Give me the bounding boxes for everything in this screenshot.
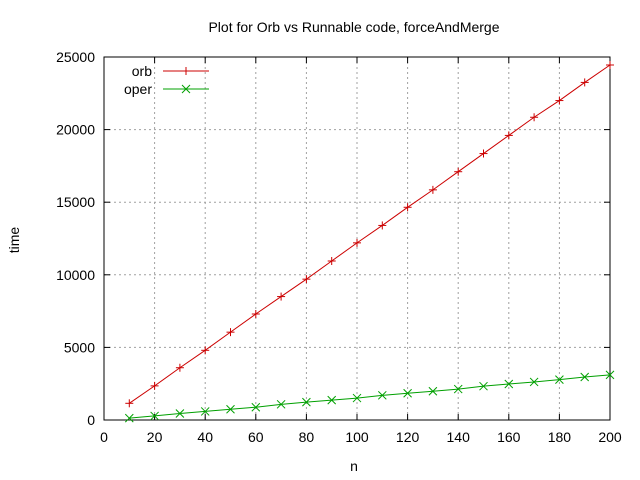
x-tick-label: 80 [299,429,315,445]
data-point-oper [428,386,438,396]
data-point-orb [251,310,260,319]
x-tick-label: 20 [147,429,163,445]
y-tick-label: 20000 [56,122,95,138]
data-point-orb [226,328,235,337]
x-tick-label: 200 [598,429,622,445]
data-point-orb [302,275,311,284]
x-tick-label: 0 [100,429,108,445]
data-point-orb [580,78,589,87]
legend-label: orb [132,63,152,79]
data-point-orb [606,60,614,69]
data-point-oper [226,404,235,414]
data-point-oper [302,397,311,407]
y-tick-label: 10000 [56,267,95,283]
chart-title: Plot for Orb vs Runnable code, forceAndM… [208,19,499,35]
data-point-orb [479,149,488,158]
series-oper [124,370,615,423]
data-point-oper [200,407,210,416]
legend-item-orb: orb [132,63,209,79]
x-tick-label: 60 [248,429,264,445]
data-point-orb [378,221,387,230]
data-point-oper [605,370,615,380]
data-point-orb [454,167,463,176]
x-tick-label: 120 [396,429,420,445]
data-point-oper [327,395,337,405]
x-tick-label: 180 [548,429,572,445]
series-orb [125,60,614,408]
legend-item-oper: oper [124,81,209,97]
data-point-orb [175,363,184,372]
data-point-orb [403,203,412,212]
data-point-oper [403,388,412,398]
data-point-orb [530,113,539,122]
data-point-orb [428,185,437,194]
data-point-orb [504,131,513,140]
data-point-oper [124,413,134,423]
data-point-orb [327,257,336,266]
legend-marker [182,67,190,75]
data-point-orb [555,96,564,105]
series-layer [124,60,615,423]
data-point-oper [529,377,539,387]
y-tick-label: 15000 [56,194,95,210]
y-axis-label: time [6,227,22,254]
data-point-orb [125,399,134,408]
y-tick-label: 0 [87,412,95,428]
data-point-oper [453,384,463,394]
data-point-orb [201,346,210,355]
data-point-oper [377,390,387,400]
data-point-orb [277,292,286,301]
x-tick-label: 100 [345,429,369,445]
axis-ticks: 0 20 40 60 80 100 120 140 160 180 200 0 5000 10000 150… [56,49,622,445]
y-tick-label: 25000 [56,49,95,65]
data-point-oper [251,402,261,412]
data-point-orb [150,381,159,390]
x-axis-label: n [350,458,358,474]
series-line-oper [129,374,611,419]
legend-marker [181,84,191,94]
data-point-orb [353,238,361,247]
grid-lines [104,57,610,420]
data-point-oper [479,381,488,391]
series-line-orb [129,64,611,404]
data-point-oper [352,393,362,403]
x-tick-label: 40 [197,429,213,445]
data-point-oper [555,375,564,384]
x-tick-label: 140 [447,429,471,445]
data-point-oper [580,372,590,382]
data-point-oper [504,379,514,389]
x-tick-label: 160 [497,429,521,445]
data-point-oper [150,411,159,421]
data-point-oper [175,409,185,418]
legend-label: oper [124,81,152,97]
data-point-oper [276,399,286,409]
legend: orb oper [124,63,209,97]
y-tick-label: 5000 [64,339,95,355]
